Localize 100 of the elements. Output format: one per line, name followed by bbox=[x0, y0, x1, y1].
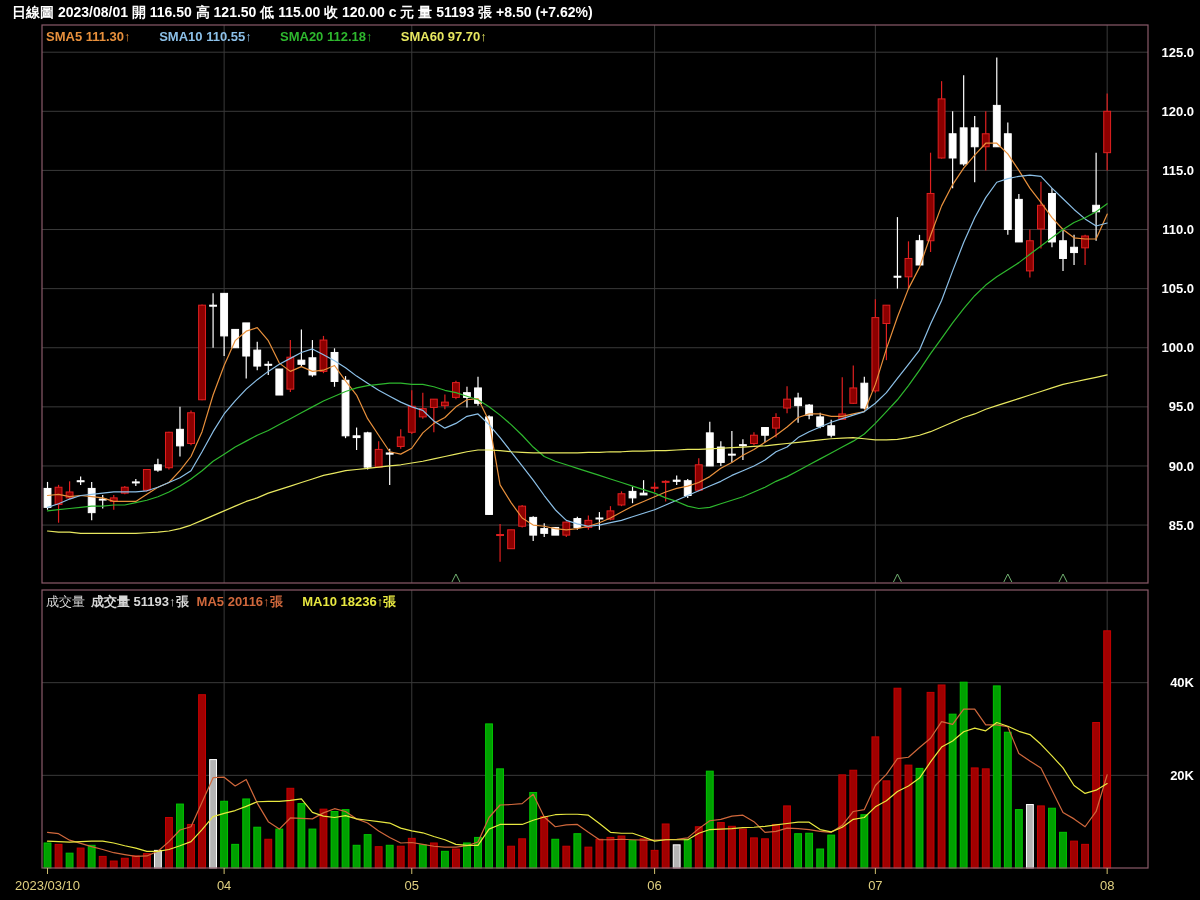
bar bbox=[518, 838, 527, 869]
bar bbox=[838, 774, 847, 869]
bar bbox=[374, 846, 383, 869]
x-tick-label: 06 bbox=[647, 878, 662, 893]
bar bbox=[297, 803, 306, 869]
text: 成交量 51193↑張 bbox=[90, 594, 190, 609]
text: SMA5 111.30↑ bbox=[46, 29, 131, 44]
candlestick bbox=[981, 110, 990, 172]
bar bbox=[882, 780, 891, 869]
candlestick bbox=[1037, 181, 1045, 250]
bar bbox=[1092, 722, 1101, 869]
bar bbox=[981, 768, 990, 869]
bar bbox=[43, 842, 52, 869]
candlestick bbox=[396, 428, 405, 450]
bar bbox=[628, 840, 637, 869]
bar bbox=[407, 837, 416, 869]
candlestick bbox=[1081, 234, 1089, 266]
bar bbox=[694, 826, 703, 869]
y-tick-label: 125.0 bbox=[1161, 44, 1194, 60]
bar bbox=[915, 767, 924, 869]
bar bbox=[794, 833, 803, 869]
bar bbox=[860, 814, 869, 869]
bar bbox=[562, 845, 571, 869]
bar bbox=[1070, 840, 1078, 869]
bar bbox=[805, 832, 814, 869]
bar bbox=[98, 855, 107, 869]
y-tick-label: 105.0 bbox=[1161, 281, 1194, 297]
bar bbox=[761, 838, 769, 869]
candlestick bbox=[452, 380, 460, 400]
bar bbox=[253, 826, 262, 869]
chart-title: 成交量 bbox=[46, 594, 85, 609]
text: SMA60 97.70↑ bbox=[400, 29, 487, 44]
candlestick bbox=[904, 240, 913, 290]
bar bbox=[319, 808, 328, 869]
bar bbox=[926, 691, 935, 869]
bar bbox=[1003, 731, 1012, 869]
candlestick bbox=[507, 529, 516, 550]
candlestick bbox=[882, 304, 891, 361]
bar bbox=[948, 713, 957, 869]
bar bbox=[1081, 843, 1089, 869]
bar bbox=[209, 759, 218, 869]
bar bbox=[772, 823, 780, 869]
bar bbox=[540, 816, 549, 869]
bar bbox=[363, 834, 372, 869]
bar bbox=[683, 839, 692, 869]
candlestick bbox=[783, 385, 791, 414]
candlestick bbox=[496, 523, 504, 563]
bar bbox=[1059, 831, 1067, 869]
bar bbox=[65, 852, 74, 869]
bar bbox=[705, 770, 714, 869]
bar bbox=[584, 846, 593, 869]
bar bbox=[286, 787, 295, 869]
candlestick bbox=[43, 481, 52, 511]
candlestick bbox=[849, 364, 858, 405]
candlestick bbox=[429, 398, 438, 433]
bar bbox=[1103, 630, 1112, 869]
candlestick bbox=[1059, 228, 1067, 272]
bar bbox=[418, 844, 427, 869]
candlestick bbox=[772, 412, 780, 439]
bar bbox=[816, 848, 825, 869]
candlestick bbox=[529, 515, 538, 542]
candlestick bbox=[253, 341, 262, 371]
bar bbox=[650, 849, 659, 869]
text: MA10 18236↑張 bbox=[302, 594, 398, 609]
bar bbox=[893, 687, 902, 869]
text: SMA10 110.55↑ bbox=[159, 29, 252, 44]
bar bbox=[573, 833, 582, 869]
x-tick-label: 05 bbox=[404, 878, 419, 893]
bar bbox=[1048, 807, 1056, 869]
y-tick-label: 120.0 bbox=[1161, 103, 1194, 119]
x-tick-label: 07 bbox=[868, 878, 883, 893]
x-tick-label: 2023/03/10 bbox=[14, 878, 81, 893]
bar bbox=[231, 843, 240, 869]
y-tick-label: 85.0 bbox=[1168, 517, 1194, 533]
y-tick-label: 95.0 bbox=[1168, 399, 1194, 415]
candlestick bbox=[308, 339, 317, 378]
y-tick-label: 110.0 bbox=[1162, 222, 1194, 238]
bar bbox=[429, 842, 438, 869]
candlestick bbox=[661, 479, 670, 503]
bar bbox=[330, 810, 339, 869]
candlestick bbox=[738, 438, 747, 461]
candlestick bbox=[176, 406, 184, 458]
bar bbox=[220, 800, 229, 869]
candlestick bbox=[352, 426, 361, 451]
bar bbox=[551, 838, 560, 869]
bar bbox=[264, 838, 273, 869]
bar bbox=[165, 817, 173, 869]
bar bbox=[937, 684, 946, 869]
bar bbox=[187, 823, 195, 869]
candlestick bbox=[374, 440, 383, 469]
x-tick-label: 08 bbox=[1099, 878, 1115, 893]
bar bbox=[385, 844, 394, 869]
bar bbox=[904, 764, 913, 869]
y-tick-label: 100.0 bbox=[1161, 340, 1194, 356]
bar bbox=[727, 825, 736, 869]
candlestick bbox=[970, 115, 979, 183]
candlestick bbox=[209, 292, 218, 349]
candlestick bbox=[1070, 234, 1078, 266]
bar bbox=[352, 844, 361, 869]
bar bbox=[827, 834, 836, 869]
